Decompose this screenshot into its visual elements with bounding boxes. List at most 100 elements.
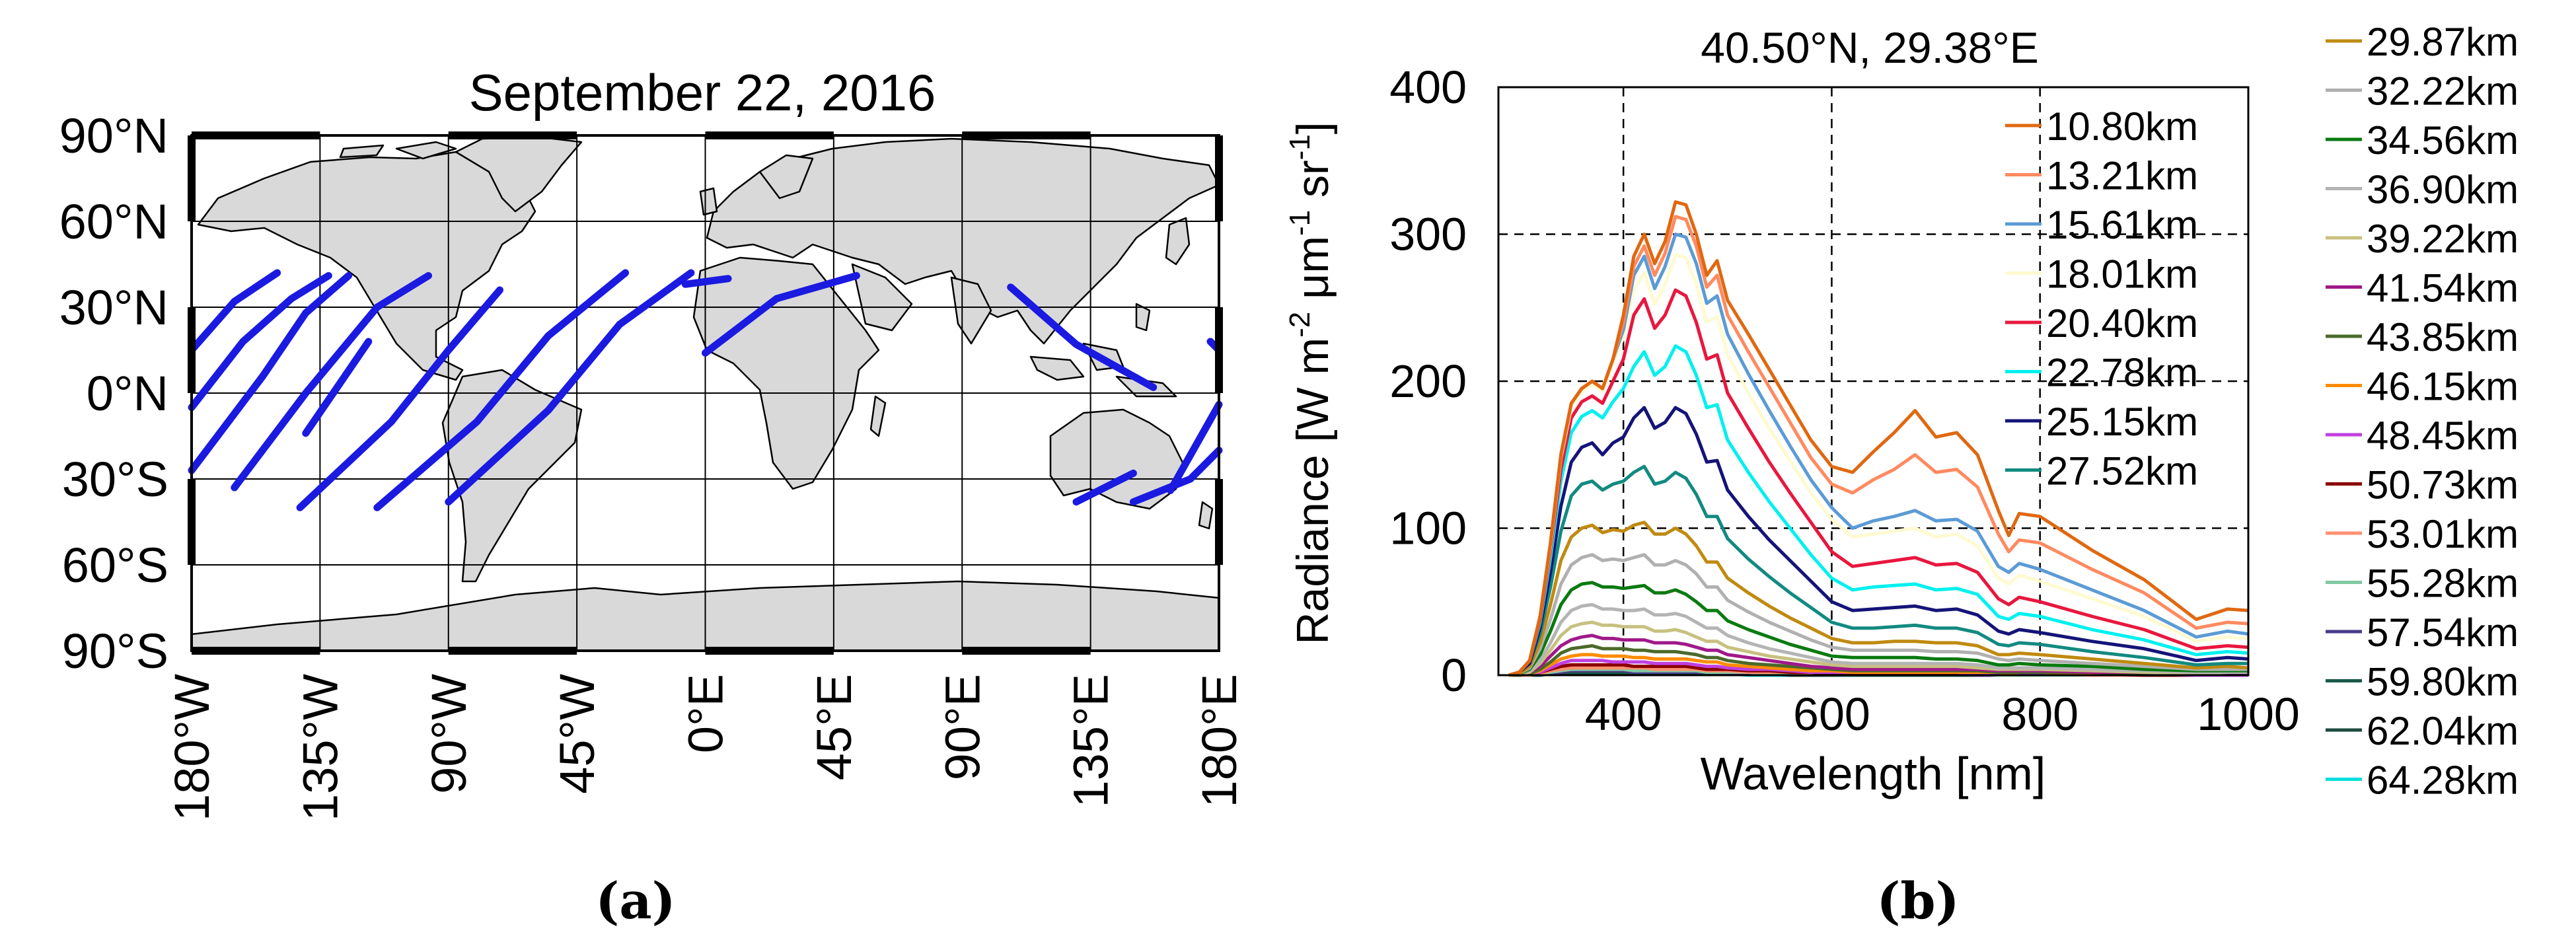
legend-label: 53.01km — [2367, 512, 2519, 556]
spectrum-x-tick-labels: 400 600 800 1000 — [1585, 688, 2300, 740]
spectrum-title: 40.50°N, 29.38°E — [1701, 23, 2038, 72]
map-y-tick-label: 60°S — [62, 538, 168, 593]
spectrum-x-tick-label: 1000 — [2197, 688, 2300, 740]
map-title: September 22, 2016 — [469, 63, 936, 122]
map-frame-stripe-left — [188, 479, 196, 565]
legend-label: 41.54km — [2367, 266, 2519, 311]
legend-label: 50.73km — [2367, 463, 2519, 507]
legend-label: 22.78km — [2046, 351, 2198, 395]
map-x-tick-label: 45°W — [550, 674, 605, 794]
legend-label: 25.15km — [2046, 400, 2198, 444]
spectrum-frame — [1497, 86, 2250, 677]
australia — [1049, 408, 1184, 510]
orbit-track — [445, 269, 695, 506]
map-grid — [191, 135, 1220, 651]
map-frame-stripe-bottom — [448, 647, 577, 655]
spectrum-line-10.80km — [1508, 200, 2249, 677]
legend-label: 59.80km — [2367, 660, 2519, 704]
legend-label: 64.28km — [2367, 758, 2519, 803]
india — [950, 276, 992, 345]
spectrum-x-label: Wavelength [nm] — [1701, 748, 2046, 799]
map-x-tick-label: 90°E — [935, 674, 990, 780]
africa — [692, 256, 880, 490]
spectrum-x-tick-label: 600 — [1793, 688, 1870, 740]
spectrum-line-29.87km — [1508, 521, 2249, 677]
spectrum-line-22.78km — [1508, 344, 2249, 677]
legend-label: 48.45km — [2367, 414, 2519, 458]
map-frame-stripe-right — [1215, 135, 1223, 221]
y-label-mid: μm — [1288, 236, 1338, 312]
map-y-tick-label: 30°N — [59, 280, 168, 335]
y-label-exp2: -1 — [1284, 210, 1316, 236]
spectrum-line-34.56km — [1508, 581, 2248, 677]
legend-label: 18.01km — [2046, 252, 2198, 297]
map-frame-stripe-bottom — [192, 647, 320, 655]
spectrum-panel: 40.50°N, 29.38°E 0 100 200 300 400 400 600 800… — [1284, 20, 2519, 803]
y-label-end: ] — [1288, 122, 1338, 134]
spectrum-x-tick-label: 400 — [1585, 688, 1662, 740]
legend-label: 27.52km — [2046, 449, 2198, 494]
spectrum-line-25.15km — [1508, 406, 2249, 677]
map-frame-stripe-top — [448, 131, 577, 139]
y-label-tail: sr — [1288, 160, 1338, 210]
scandinavia-uk — [699, 154, 814, 216]
legend-label: 46.15km — [2367, 365, 2519, 409]
canada-arctic-islands — [339, 141, 457, 160]
spectrum-line-20.40km — [1508, 288, 2249, 677]
spectrum-grid — [1498, 87, 2248, 675]
legend-label: 13.21km — [2046, 154, 2198, 198]
orbit-track — [188, 269, 281, 354]
map-x-tick-label: 90°W — [422, 674, 476, 794]
map-frame-ticks — [188, 131, 1223, 655]
map-x-tick-label: 180°W — [165, 674, 219, 821]
spectrum-y-tick-labels: 0 100 200 300 400 — [1389, 61, 1467, 701]
arabia — [851, 263, 913, 332]
map-y-tick-label: 30°S — [62, 452, 168, 507]
orbit-track — [681, 275, 732, 288]
legend-label: 39.22km — [2367, 217, 2519, 261]
spectrum-y-tick-label: 400 — [1389, 61, 1467, 113]
panel-label-b: (b) — [1876, 871, 1959, 930]
map-x-tick-label: 180°E — [1192, 674, 1247, 807]
panel-label-a: (a) — [595, 871, 675, 930]
map-x-tick-label: 0°E — [679, 674, 733, 753]
orbit-track — [188, 272, 353, 474]
map-frame-stripe-top — [705, 131, 834, 139]
orbit-track — [302, 338, 373, 437]
map-frame-stripe-left — [188, 307, 196, 393]
spectrum-y-tick-label: 100 — [1389, 503, 1467, 554]
y-label-exp1: -2 — [1284, 312, 1316, 338]
spectrum-y-label: Radiance [W m-2 μm-1 sr-1] — [1284, 122, 1338, 644]
orbit-tracks — [188, 269, 1223, 511]
spectrum-y-tick-label: 0 — [1441, 649, 1467, 701]
map-frame-stripe-bottom — [962, 647, 1091, 655]
legend-label: 15.61km — [2046, 203, 2198, 247]
legend-label: 29.87km — [2367, 20, 2519, 64]
map-y-tick-label: 90°N — [59, 108, 168, 163]
map-y-tick-label: 0°N — [87, 366, 168, 421]
spectrum-line-36.90km — [1508, 603, 2248, 677]
orbit-track — [296, 286, 503, 511]
legend-label: 20.40km — [2046, 301, 2198, 346]
legend-label: 62.04km — [2367, 709, 2519, 753]
map-frame-stripe-right — [1215, 307, 1223, 393]
map-x-tick-labels: 180°W 135°W 90°W 45°W 0°E 45°E 90°E 135°E 180°E — [165, 674, 1247, 821]
legend-label: 10.80km — [2046, 104, 2198, 149]
map-frame-stripe-right — [1215, 479, 1223, 565]
north-america — [197, 151, 536, 381]
legend-label: 55.28km — [2367, 562, 2519, 606]
japan — [1165, 217, 1191, 266]
map-frame-stripe-top — [962, 131, 1091, 139]
map-y-tick-label: 60°N — [59, 194, 168, 249]
spectrum-x-tick-label: 800 — [2001, 688, 2079, 740]
spectrum-line-18.01km — [1508, 253, 2249, 677]
map-x-tick-label: 135°W — [293, 674, 348, 821]
map-panel: September 22, 2016 90°N 60°N 30°N 0°N 30°S 60… — [59, 63, 1247, 821]
y-label-main: Radiance [W m — [1288, 338, 1338, 645]
legend-label: 57.54km — [2367, 610, 2519, 655]
new-zealand — [1198, 501, 1214, 530]
madagascar — [869, 395, 887, 437]
spectrum-y-tick-label: 300 — [1389, 209, 1467, 260]
